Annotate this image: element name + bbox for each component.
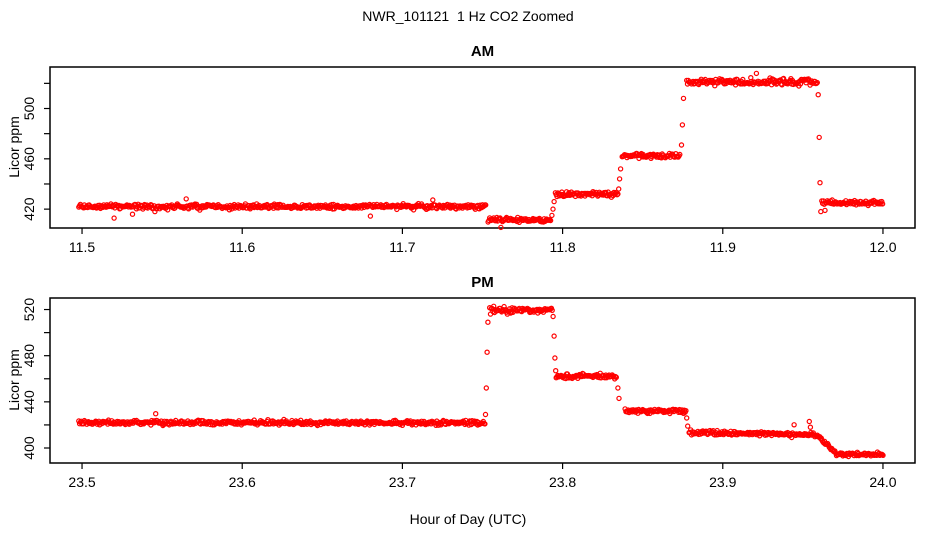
transition-point bbox=[685, 423, 691, 429]
y-tick-label: 460 bbox=[21, 147, 37, 171]
transition-point bbox=[551, 333, 557, 339]
transition-point bbox=[617, 166, 624, 172]
x-axis-label: Hour of Day (UTC) bbox=[409, 511, 527, 527]
transition-point bbox=[553, 368, 559, 374]
transition-point bbox=[485, 319, 491, 325]
x-tick-label: 11.9 bbox=[710, 239, 736, 255]
transition-point bbox=[552, 355, 558, 361]
x-tick-label: 11.8 bbox=[549, 239, 575, 255]
transition-point bbox=[549, 212, 555, 219]
x-tick-label: 23.9 bbox=[709, 474, 736, 490]
y-tick-label: 400 bbox=[21, 436, 37, 460]
y-tick-label: 520 bbox=[21, 298, 37, 322]
transition-point bbox=[551, 198, 557, 205]
transition-point bbox=[678, 142, 685, 148]
transition-point bbox=[616, 186, 622, 192]
pm-panel-title: PM bbox=[471, 274, 494, 291]
y-tick-label: 420 bbox=[21, 197, 37, 221]
x-tick-label: 12.0 bbox=[869, 239, 896, 255]
x-tick-label: 23.6 bbox=[229, 474, 256, 490]
x-tick-label: 23.7 bbox=[389, 474, 416, 490]
transition-point bbox=[615, 385, 621, 391]
y-tick-label: 440 bbox=[21, 390, 37, 414]
am-panel-title: AM bbox=[470, 43, 495, 60]
transition-point bbox=[616, 176, 623, 182]
am-plot: 11.5 11.6 11.7 11.8 11.9 12.0 420 460 500 bbox=[21, 66, 916, 255]
transition-point bbox=[815, 91, 821, 98]
transition-point bbox=[550, 313, 556, 320]
x-tick-label: 23.5 bbox=[68, 474, 95, 490]
transition-point bbox=[616, 395, 622, 402]
transition-point bbox=[482, 411, 489, 418]
transition-point bbox=[484, 349, 490, 355]
transition-point bbox=[483, 385, 489, 391]
x-tick-label: 24.0 bbox=[869, 474, 896, 490]
transition-point bbox=[679, 122, 686, 128]
transition-point bbox=[817, 179, 823, 186]
transition-point bbox=[806, 418, 813, 425]
x-tick-label: 11.6 bbox=[229, 239, 255, 255]
transition-point bbox=[816, 134, 822, 141]
scatter-points bbox=[76, 70, 886, 231]
transition-point bbox=[684, 415, 690, 421]
transition-point bbox=[550, 206, 556, 212]
plot-box bbox=[49, 66, 916, 229]
transition-point bbox=[818, 208, 824, 215]
scatter-points bbox=[76, 303, 886, 460]
pm-plot: 23.5 23.6 23.7 23.8 23.9 24.0 400 440 480 520 bbox=[21, 297, 916, 490]
transition-point bbox=[807, 424, 814, 430]
figure-title: NWR_101121 1 Hz CO2 Zoomed bbox=[362, 8, 574, 24]
transition-point bbox=[680, 95, 687, 102]
x-tick-label: 11.7 bbox=[389, 239, 415, 255]
y-tick-label: 500 bbox=[21, 97, 37, 121]
plot-box bbox=[49, 297, 916, 464]
x-tick-label: 11.5 bbox=[69, 239, 95, 255]
x-tick-label: 23.8 bbox=[549, 474, 576, 490]
y-tick-label: 480 bbox=[21, 344, 37, 368]
